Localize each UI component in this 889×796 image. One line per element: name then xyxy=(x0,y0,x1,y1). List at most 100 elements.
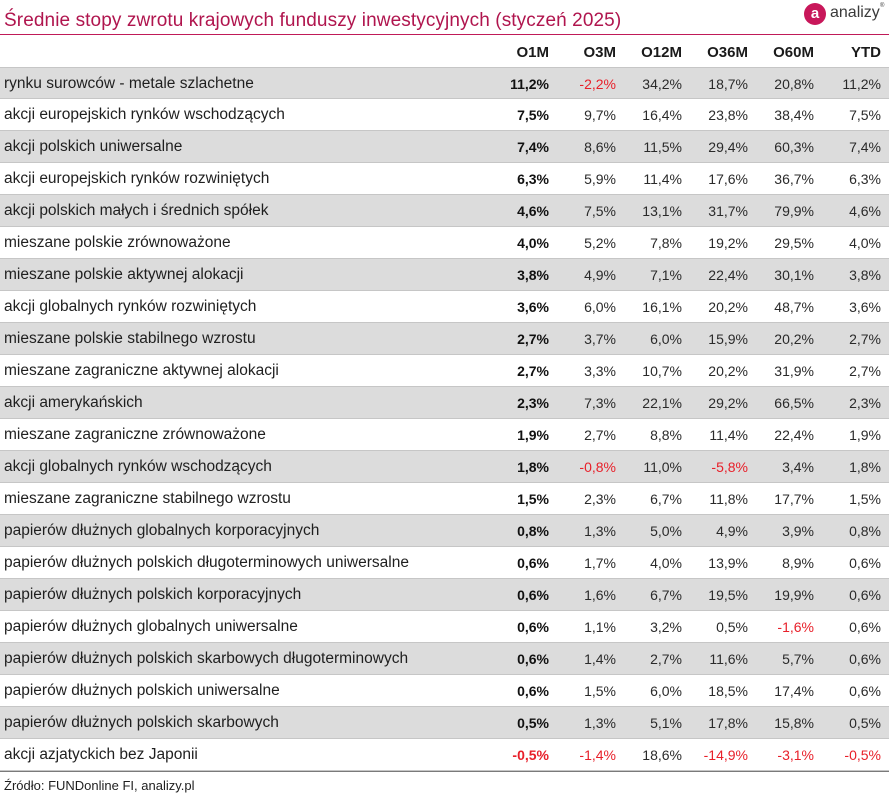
cell-o12m: 18,6% xyxy=(642,747,682,763)
cell-o60m: 8,9% xyxy=(782,555,814,571)
cell-ytd: 0,6% xyxy=(849,587,881,603)
fund-category-label: rynku surowców - metale szlachetne xyxy=(4,75,254,92)
fund-category-label: mieszane zagraniczne aktywnej alokacji xyxy=(4,362,279,379)
fund-category-label: akcji globalnych rynków wschodzących xyxy=(4,458,272,475)
title-underline xyxy=(0,34,889,35)
cell-o1m: 3,8% xyxy=(517,267,549,283)
cell-o36m: 0,5% xyxy=(716,619,748,635)
cell-o60m: 60,3% xyxy=(774,139,814,155)
column-header-o1m: O1M xyxy=(516,44,549,61)
cell-o60m: 48,7% xyxy=(774,299,814,315)
cell-o12m: 7,1% xyxy=(650,267,682,283)
cell-o36m: 29,4% xyxy=(708,139,748,155)
cell-o1m: 0,6% xyxy=(517,619,549,635)
fund-category-label: mieszane polskie aktywnej alokacji xyxy=(4,266,244,283)
cell-o60m: 31,9% xyxy=(774,363,814,379)
column-header-o3m: O3M xyxy=(583,44,616,61)
logo-wordmark: analizy xyxy=(830,4,880,21)
cell-ytd: 2,3% xyxy=(849,395,881,411)
cell-o60m: 30,1% xyxy=(774,267,814,283)
cell-o1m: 7,5% xyxy=(517,107,549,123)
fund-category-label: akcji europejskich rynków wschodzących xyxy=(4,106,285,123)
cell-o1m: 4,0% xyxy=(517,235,549,251)
cell-o60m: -1,6% xyxy=(777,619,814,635)
cell-o3m: 3,7% xyxy=(584,331,616,347)
fund-category-label: papierów dłużnych globalnych uniwersalne xyxy=(4,618,298,635)
cell-o3m: -0,8% xyxy=(579,459,616,475)
fund-category-label: mieszane zagraniczne zrównoważone xyxy=(4,426,266,443)
cell-o3m: 1,3% xyxy=(584,715,616,731)
cell-o36m: 18,7% xyxy=(708,76,748,92)
cell-o3m: 1,4% xyxy=(584,651,616,667)
cell-o3m: 4,9% xyxy=(584,267,616,283)
table-header-row: O1M O3M O12M O36M O60M YTD xyxy=(0,37,889,67)
table-row: akcji europejskich rynków rozwiniętych 6,… xyxy=(0,163,889,195)
cell-o36m: -5,8% xyxy=(711,459,748,475)
column-header-o12m: O12M xyxy=(641,44,682,61)
cell-o1m: 0,5% xyxy=(517,715,549,731)
cell-o36m: 4,9% xyxy=(716,523,748,539)
cell-o60m: 20,8% xyxy=(774,76,814,92)
cell-o12m: 6,7% xyxy=(650,491,682,507)
cell-o3m: 1,3% xyxy=(584,523,616,539)
table-row: akcji europejskich rynków wschodzących 7,… xyxy=(0,99,889,131)
returns-table: O1M O3M O12M O36M O60M YTD rynku surowców - m… xyxy=(0,37,889,771)
fund-category-label: mieszane polskie stabilnego wzrostu xyxy=(4,330,256,347)
fund-category-label: papierów dłużnych polskich skarbowych dł… xyxy=(4,650,409,667)
cell-o36m: 19,5% xyxy=(708,587,748,603)
cell-ytd: 0,6% xyxy=(849,651,881,667)
cell-o36m: 11,6% xyxy=(709,651,748,667)
cell-o1m: 2,7% xyxy=(517,363,549,379)
cell-o36m: 17,8% xyxy=(708,715,748,731)
cell-ytd: 3,8% xyxy=(849,267,881,283)
cell-o12m: 11,5% xyxy=(643,139,682,155)
cell-o12m: 7,8% xyxy=(650,235,682,251)
logo-registered-mark: ® xyxy=(880,3,885,9)
cell-o12m: 3,2% xyxy=(650,619,682,635)
fund-category-label: akcji polskich uniwersalne xyxy=(4,138,183,155)
column-header-o60m: O60M xyxy=(773,44,814,61)
cell-o12m: 8,8% xyxy=(650,427,682,443)
cell-o12m: 4,0% xyxy=(650,555,682,571)
table-row: papierów dłużnych polskich skarbowych dł… xyxy=(0,643,889,675)
cell-o12m: 6,0% xyxy=(650,331,682,347)
cell-o60m: 29,5% xyxy=(774,235,814,251)
cell-o60m: -3,1% xyxy=(777,747,814,763)
cell-o60m: 79,9% xyxy=(774,203,814,219)
chart-title: Średnie stopy zwrotu krajowych funduszy … xyxy=(4,10,622,31)
fund-category-label: papierów dłużnych polskich uniwersalne xyxy=(4,682,280,699)
cell-o12m: 11,0% xyxy=(643,459,682,475)
cell-o36m: 18,5% xyxy=(708,683,748,699)
cell-o60m: 36,7% xyxy=(774,171,814,187)
cell-o60m: 38,4% xyxy=(774,107,814,123)
cell-o12m: 2,7% xyxy=(650,651,682,667)
cell-o36m: 19,2% xyxy=(708,235,748,251)
cell-ytd: 4,6% xyxy=(849,203,881,219)
cell-ytd: 4,0% xyxy=(849,235,881,251)
cell-o60m: 19,9% xyxy=(774,587,814,603)
cell-o3m: -1,4% xyxy=(579,747,616,763)
cell-o3m: 2,3% xyxy=(584,491,616,507)
cell-o36m: 11,4% xyxy=(709,427,748,443)
table-row: papierów dłużnych polskich korporacyjnyc… xyxy=(0,579,889,611)
cell-o1m: -0,5% xyxy=(512,747,549,763)
cell-o60m: 22,4% xyxy=(774,427,814,443)
cell-o12m: 16,1% xyxy=(642,299,682,315)
analizy-logo: a analizy ® xyxy=(804,3,889,31)
cell-o1m: 4,6% xyxy=(517,203,549,219)
table-row: mieszane polskie stabilnego wzrostu 2,7% 3… xyxy=(0,323,889,355)
cell-o1m: 0,6% xyxy=(517,683,549,699)
table-row: papierów dłużnych polskich długoterminow… xyxy=(0,547,889,579)
cell-o36m: 11,8% xyxy=(709,491,748,507)
table-row: akcji amerykańskich 2,3% 7,3% 22,1% 29,2% 66,… xyxy=(0,387,889,419)
cell-o36m: 29,2% xyxy=(708,395,748,411)
cell-ytd: 3,6% xyxy=(849,299,881,315)
fund-category-label: papierów dłużnych globalnych korporacyjn… xyxy=(4,522,320,539)
table-row: akcji globalnych rynków wschodzących 1,8%… xyxy=(0,451,889,483)
cell-o3m: 5,2% xyxy=(584,235,616,251)
cell-ytd: 11,2% xyxy=(842,76,881,92)
logo-circle-icon: a xyxy=(804,3,826,25)
cell-o1m: 11,2% xyxy=(510,76,549,92)
table-row: mieszane polskie zrównoważone 4,0% 5,2% 7,8… xyxy=(0,227,889,259)
cell-ytd: 0,6% xyxy=(849,683,881,699)
